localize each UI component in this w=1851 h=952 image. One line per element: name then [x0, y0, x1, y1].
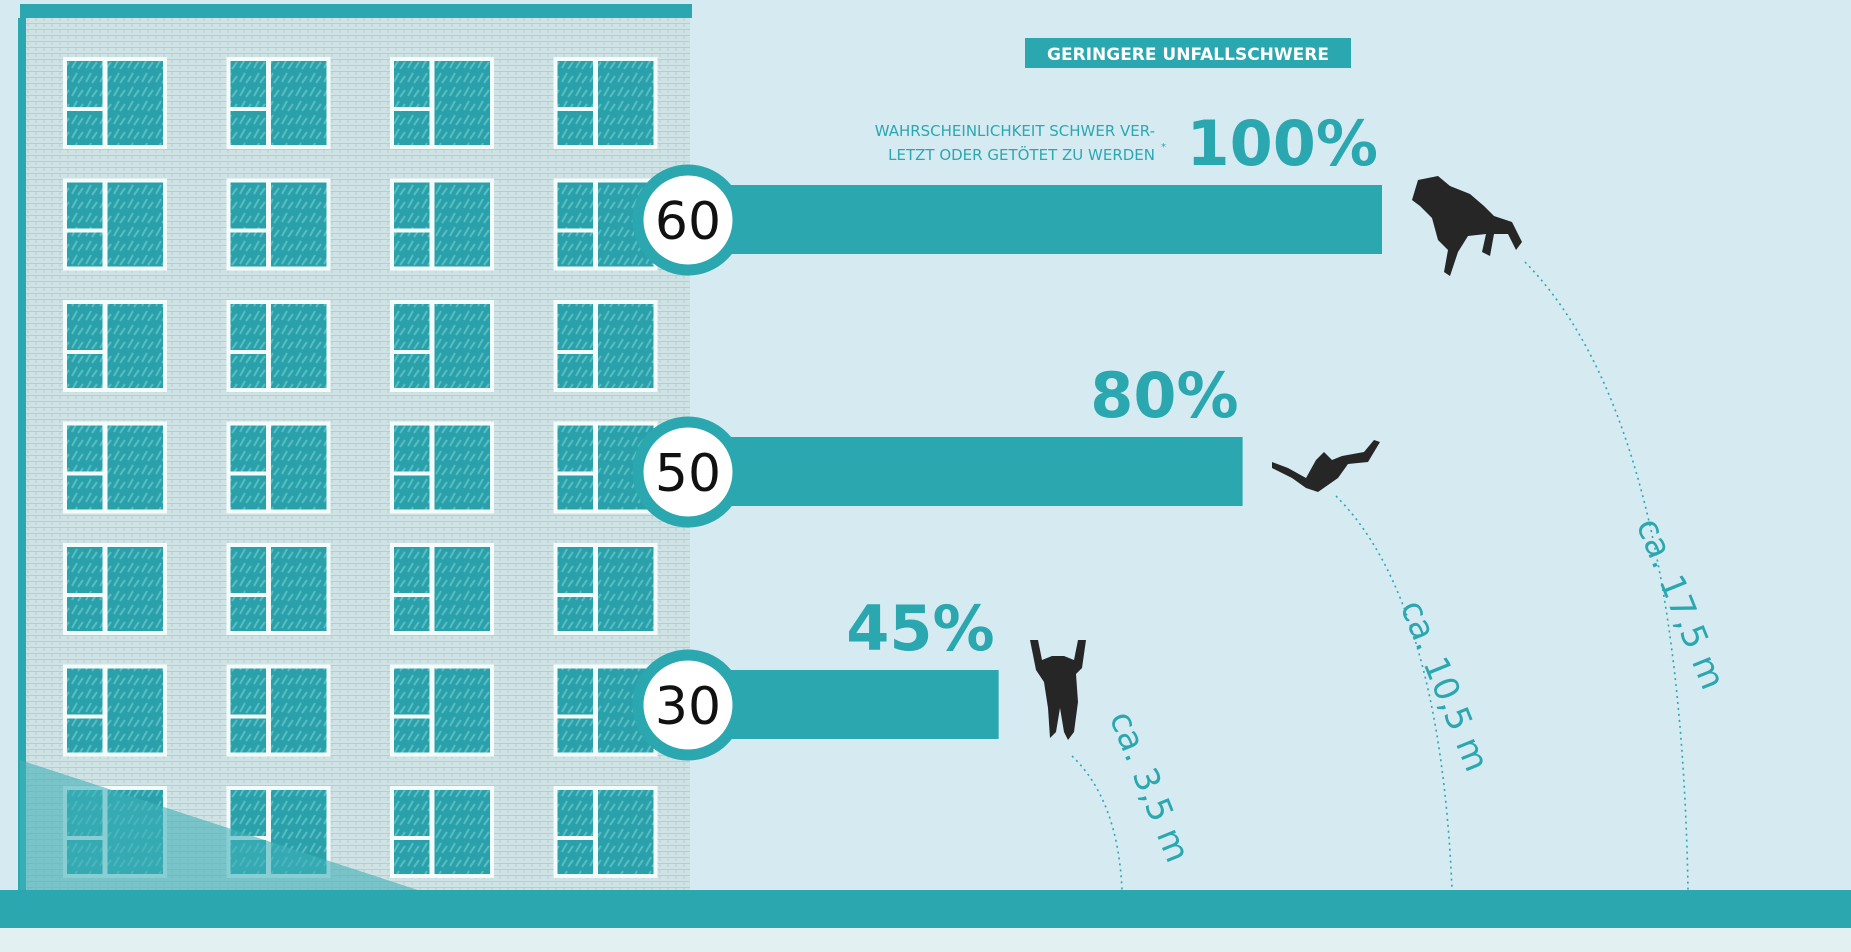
window: [392, 667, 492, 755]
window: [229, 302, 329, 390]
window: [392, 545, 492, 633]
page: GERINGERE UNFALLSCHWERE WAHRSCHEINLICHKE…: [0, 0, 1851, 952]
window: [65, 424, 165, 512]
bar: [685, 437, 1243, 506]
value-label: 45%: [846, 592, 994, 665]
window: [392, 302, 492, 390]
window: [65, 667, 165, 755]
window: [229, 424, 329, 512]
category-label: 30: [655, 677, 721, 737]
window: [65, 59, 165, 147]
window: [392, 788, 492, 876]
window: [392, 424, 492, 512]
infographic: GERINGERE UNFALLSCHWERE WAHRSCHEINLICHKE…: [0, 0, 1851, 952]
window: [556, 59, 656, 147]
window: [392, 59, 492, 147]
top-border: [20, 4, 692, 18]
badge-text: GERINGERE UNFALLSCHWERE: [1047, 45, 1329, 65]
category-label: 60: [655, 192, 721, 252]
window: [229, 667, 329, 755]
annotation: LETZT ODER GETÖTET ZU WERDEN: [888, 145, 1155, 164]
bar: [685, 185, 1382, 254]
window: [229, 545, 329, 633]
window: [229, 181, 329, 269]
window: [392, 181, 492, 269]
window: [556, 302, 656, 390]
window: [65, 181, 165, 269]
category-label: 50: [655, 444, 721, 504]
window: [65, 302, 165, 390]
annotation: WAHRSCHEINLICHKEIT SCHWER VER-: [875, 122, 1155, 140]
window: [229, 59, 329, 147]
bottom-band: [0, 890, 1851, 928]
value-label: 100%: [1186, 107, 1378, 180]
value-label: 80%: [1090, 359, 1238, 432]
window: [556, 545, 656, 633]
annotation-mark: *: [1161, 142, 1166, 153]
window: [556, 788, 656, 876]
bottom-strip: [0, 928, 1851, 952]
window: [65, 545, 165, 633]
